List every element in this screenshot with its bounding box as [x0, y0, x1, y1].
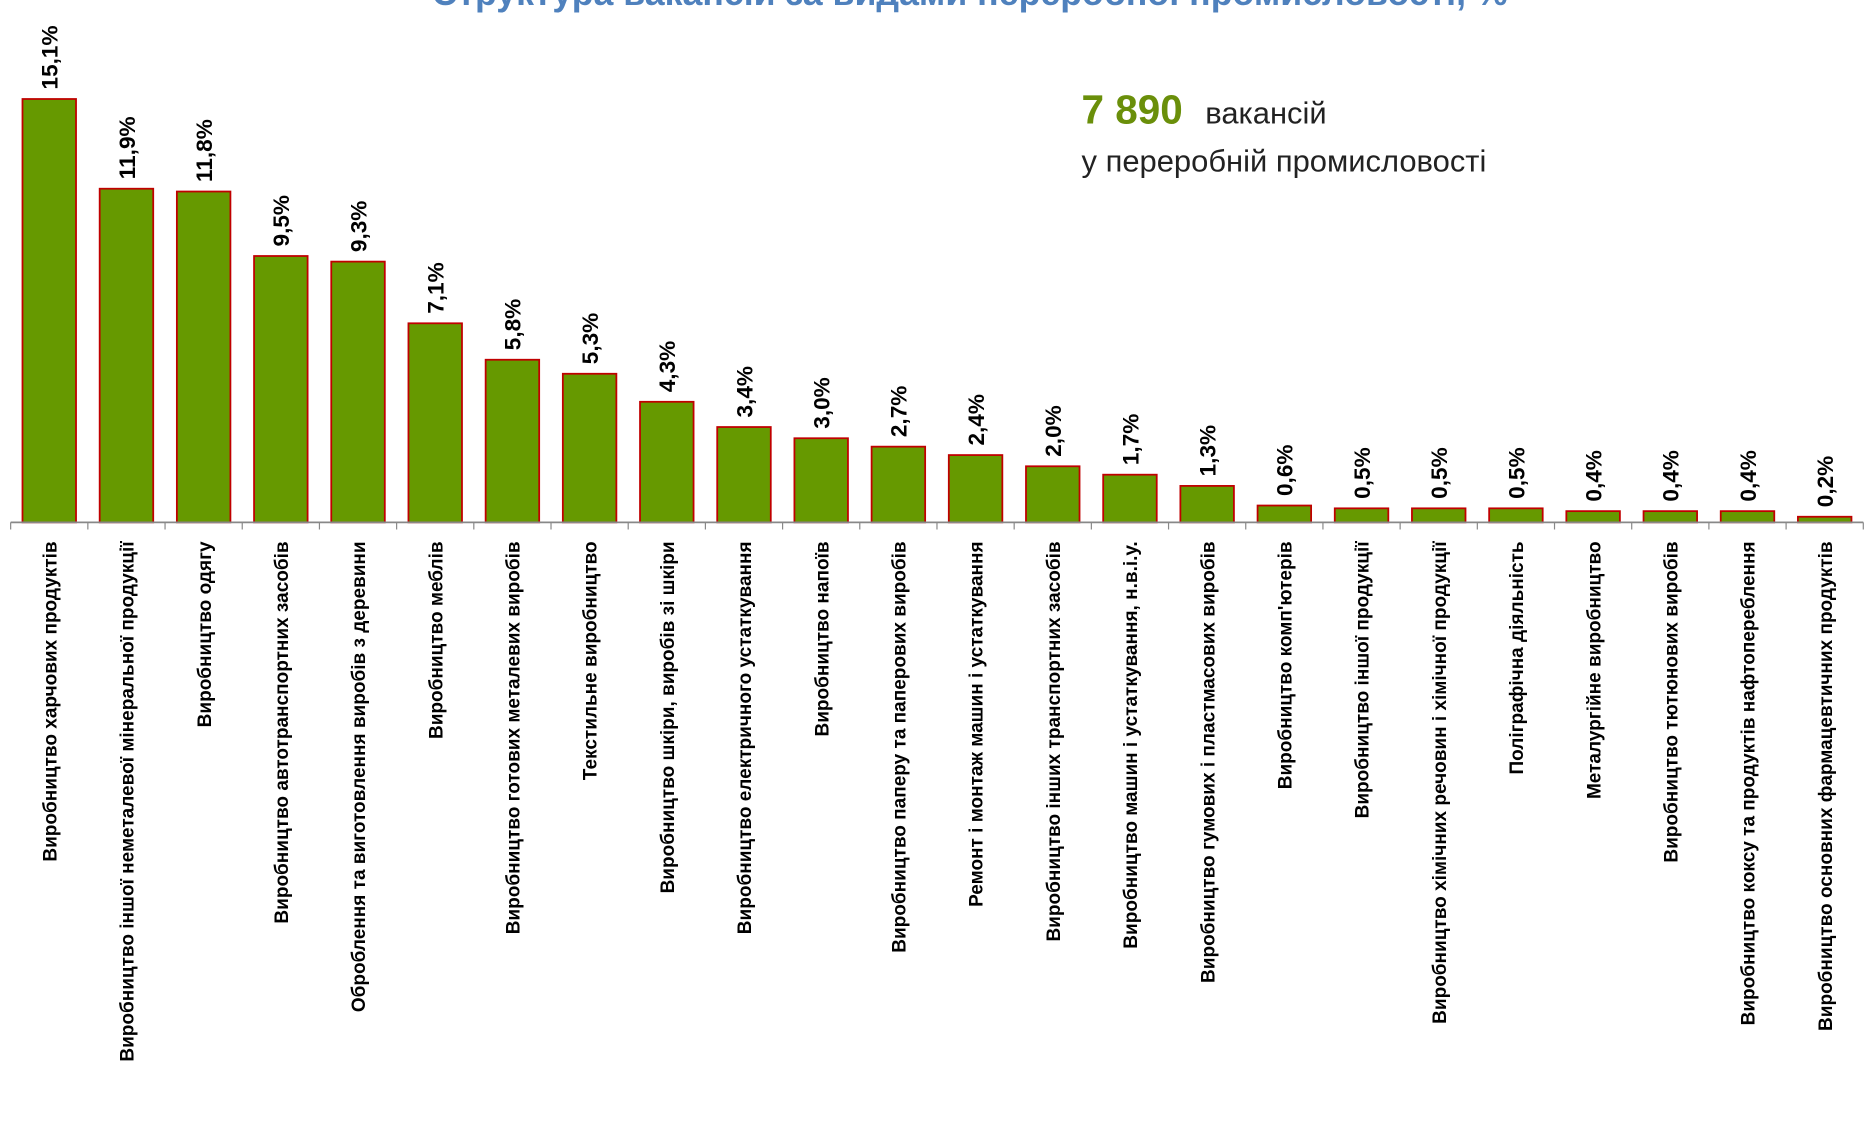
bar [1488, 507, 1544, 524]
annotation-text: вакансій [1205, 96, 1326, 131]
value-label: 15,1% [38, 25, 63, 89]
value-label: 0,4% [1736, 450, 1761, 502]
x-tick-label: Виробництво харчових продуктів [40, 541, 61, 861]
bar [484, 358, 541, 524]
bar [1411, 507, 1467, 524]
value-label: 5,3% [578, 313, 603, 365]
bar [793, 437, 849, 524]
x-tick-label: Виробництво основних фармацевтичних прод… [1816, 541, 1837, 1031]
x-tick-label: Виробництво електричного устаткування [735, 541, 756, 934]
bar [1642, 510, 1698, 524]
value-label: 9,5% [269, 195, 294, 247]
bar [1102, 473, 1158, 524]
bar [639, 400, 695, 524]
bar [98, 187, 155, 524]
x-tick-label: Виробництво машин і устаткування, н.в.і.… [1121, 541, 1142, 948]
x-tick-label: Виробництво комп'ютерів [1275, 541, 1296, 789]
value-label: 0,5% [1427, 447, 1452, 499]
bar [561, 372, 618, 524]
bar [1565, 510, 1621, 524]
bar [716, 426, 772, 524]
x-tick-label: Виробництво автотранспортних засобів [272, 541, 293, 923]
bar [1333, 507, 1390, 524]
x-tick-label: Текстильне виробництво [581, 541, 602, 780]
bar [1256, 504, 1313, 524]
x-tick-label: Виробництво коксу та продуктів нафтопере… [1739, 541, 1760, 1025]
value-label: 11,9% [115, 116, 140, 179]
value-label: 0,6% [1273, 445, 1298, 497]
x-tick-label: Оброблення та виготовлення виробів з дер… [349, 541, 370, 1012]
x-tick-label: Металургійне виробництво [1584, 541, 1605, 799]
x-tick-label: Виробництво іншої неметалевої мінерально… [118, 541, 139, 1062]
bar [175, 190, 232, 524]
value-label: 0,5% [1350, 447, 1375, 499]
chart-title: Структура вакансій за видами переробної … [432, 0, 1508, 13]
value-label: 5,8% [501, 299, 526, 351]
value-label: 2,0% [1041, 405, 1066, 457]
x-tick-label: Виробництво меблів [426, 541, 447, 739]
x-tick-label: Виробництво паперу та паперових виробів [890, 541, 911, 952]
x-tick-label: Виробництво шкіри, виробів зі шкіри [658, 541, 679, 893]
value-label: 2,4% [964, 394, 989, 446]
x-tick-label: Поліграфічна діяльність [1507, 541, 1528, 774]
x-tick-label: Виробництво хімічних речовин і хімічної … [1430, 541, 1451, 1024]
value-label: 3,0% [810, 377, 835, 429]
annotation-number: 7 890 [1082, 87, 1183, 133]
value-label: 7,1% [424, 262, 449, 314]
value-label: 4,3% [655, 341, 680, 393]
x-tick-label: Виробництво інших транспортних засобів [1044, 541, 1065, 941]
value-label: 0,4% [1659, 450, 1684, 502]
bar [947, 454, 1004, 524]
bar [1025, 465, 1081, 524]
bar [21, 98, 77, 524]
x-tick-label: Виробництво тютюнових виробів [1661, 541, 1682, 862]
value-label: 0,4% [1581, 450, 1606, 502]
value-label: 9,3% [346, 201, 371, 253]
value-label: 11,8% [192, 119, 217, 182]
x-tick-label: Виробництво гумових і пластмасових вироб… [1198, 541, 1219, 983]
value-label: 1,7% [1118, 414, 1143, 466]
bar [330, 260, 386, 524]
x-tick-label: Виробництво напоїв [812, 541, 833, 736]
x-tick-label: Виробництво готових металевих виробів [504, 541, 525, 934]
bar [870, 445, 927, 524]
value-label: 0,2% [1813, 456, 1838, 508]
value-label: 3,4% [732, 366, 757, 418]
bar [253, 255, 309, 524]
bar [407, 322, 463, 524]
x-tick-label: Ремонт і монтаж машин і устаткування [967, 541, 988, 907]
bar [1719, 510, 1776, 524]
value-label: 0,5% [1504, 447, 1529, 499]
value-label: 2,7% [887, 386, 912, 438]
bar [1179, 485, 1235, 524]
x-tick-label: Виробництво іншої продукції [1353, 541, 1374, 819]
value-label: 1,3% [1195, 425, 1220, 477]
annotation-subtext: у переробній промисловості [1082, 143, 1487, 178]
x-tick-label: Виробництво одягу [195, 541, 216, 727]
